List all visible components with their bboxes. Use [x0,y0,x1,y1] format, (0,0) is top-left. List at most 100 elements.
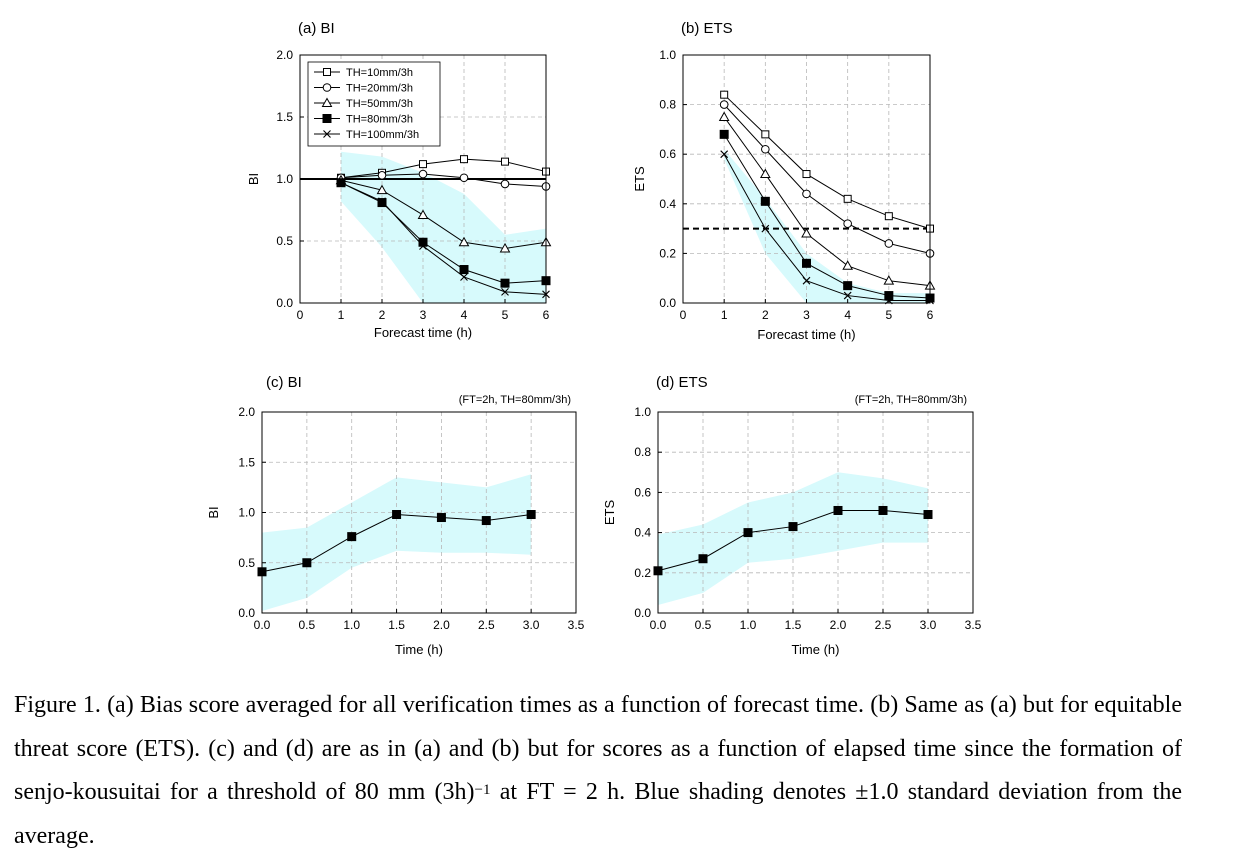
data-point [802,170,811,179]
data-point [761,130,770,139]
panel-title: (c) BI [266,374,302,391]
tick-label-x: 3 [420,308,427,322]
data-point [719,129,729,139]
panel-note: (FT=2h, TH=80mm/3h) [855,394,967,406]
y-axis-label: BI [206,506,221,518]
legend-label: TH=100mm/3h [346,129,419,141]
tick-label-x: 0.0 [254,618,271,632]
legend-marker [323,68,331,76]
tick-label-y: 0.2 [634,566,651,580]
tick-label-x: 3 [803,308,810,322]
data-point [526,510,536,520]
data-point [418,169,428,179]
data-point [500,179,510,189]
panel-a-chart: 0 1 2 3 4 5 6 0.0 0.5 1.0 1.5 2.0 (a) BI Forecast tim… [246,20,552,340]
y-axis-label: ETS [602,500,617,526]
tick-label-x: 2 [762,308,769,322]
series-line [340,179,547,249]
data-point [501,287,509,296]
data-point [884,239,894,248]
x-axis-label: Forecast time (h) [757,327,855,342]
data-point [842,260,854,270]
series-line [723,104,931,254]
tick-label-y: 1.0 [634,405,651,419]
tick-label-x: 1.0 [740,618,757,632]
data-point [347,532,357,542]
series-line [340,173,547,187]
tick-label-x: 4 [844,308,851,322]
data-point [761,144,770,154]
data-point [459,173,469,183]
data-point [802,276,811,285]
tick-label-y: 0.5 [238,556,255,570]
data-point [743,528,753,538]
data-point [698,554,708,564]
legend-marker [322,114,332,123]
tick-label-x: 1.5 [785,618,802,632]
series-line [723,134,931,299]
legend-marker [323,130,331,138]
data-point [419,242,427,250]
plot-frame [657,411,974,614]
tick-label-y: 0.2 [659,246,676,260]
series-line [723,116,931,287]
data-point [843,291,852,300]
std-dev-shading [724,149,930,303]
tick-label-x: 3.0 [523,618,540,632]
data-point [718,111,730,121]
figure-caption: Figure 1. (a) Bias score averaged for al… [14,684,1182,858]
data-point [459,265,469,275]
data-point [481,516,491,526]
tick-label-y: 0.4 [659,197,676,211]
tick-label-y: 1.5 [238,455,255,469]
tick-label-x: 6 [927,308,934,322]
legend-label: TH=80mm/3h [346,114,413,126]
legend-label: TH=20mm/3h [346,83,413,95]
tick-label-x: 2.0 [830,618,847,632]
tick-label-x: 0 [297,308,304,322]
tick-label-y: 1.0 [238,506,255,520]
y-axis-label: ETS [632,166,647,192]
tick-label-x: 4 [461,308,468,322]
tick-label-x: 3.0 [920,618,937,632]
data-point [417,209,429,219]
tick-label-x: 0.5 [695,618,712,632]
tick-label-y: 2.0 [238,405,255,419]
tick-label-y: 0.6 [659,147,676,161]
panel-title: (d) ETS [656,374,708,391]
data-point [378,197,386,206]
data-point [843,281,853,291]
legend: TH=10mm/3h TH=20mm/3h TH=50mm/3h TH=80mm/3h… [307,61,441,147]
data-point [419,160,427,169]
tick-label-x: 1.5 [388,618,405,632]
data-point [720,90,729,99]
tick-label-x: 2.5 [478,618,495,632]
data-point [719,100,729,109]
data-point [337,178,345,187]
data-point [802,258,811,268]
data-point [843,194,852,203]
data-point [392,510,402,520]
tick-label-x: 6 [543,308,550,322]
data-point [833,505,843,515]
tick-label-x: 2.0 [433,618,450,632]
data-point [759,168,771,179]
tick-label-y: 1.0 [276,172,293,186]
tick-label-y: 2.0 [276,48,293,62]
tick-label-y: 0.8 [634,445,651,459]
data-point [788,522,798,532]
panel-title: (b) ETS [681,20,733,37]
tick-label-y: 1.0 [659,48,676,62]
data-point [377,170,387,180]
legend-label: TH=10mm/3h [346,67,413,79]
tick-label-x: 2 [379,308,386,322]
tick-label-y: 0.0 [634,606,651,620]
tick-label-x: 0.0 [650,618,667,632]
legend-marker [322,83,332,92]
x-axis-label: Time (h) [395,642,443,657]
series-line [340,158,547,179]
caption-superscript: −1 [474,782,491,798]
data-point [302,558,312,568]
data-point [843,219,852,228]
series-line [723,153,930,302]
